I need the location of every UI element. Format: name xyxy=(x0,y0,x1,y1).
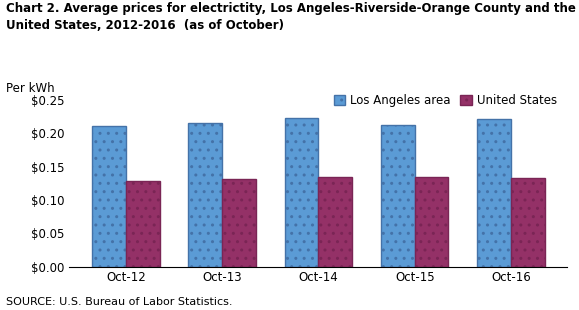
Text: United States, 2012-2016  (as of October): United States, 2012-2016 (as of October) xyxy=(6,19,284,32)
Bar xyxy=(126,181,160,267)
Bar xyxy=(285,118,318,267)
Text: SOURCE: U.S. Bureau of Labor Statistics.: SOURCE: U.S. Bureau of Labor Statistics. xyxy=(6,297,232,307)
Legend: Los Angeles area, United States: Los Angeles area, United States xyxy=(329,89,562,112)
Bar xyxy=(477,119,511,267)
Text: Chart 2. Average prices for electrictity, Los Angeles-Riverside-Orange County an: Chart 2. Average prices for electrictity… xyxy=(6,2,576,15)
Bar xyxy=(511,178,545,267)
Bar xyxy=(188,123,222,267)
Bar xyxy=(92,126,126,267)
Bar xyxy=(222,179,256,267)
Bar xyxy=(318,177,352,267)
Bar xyxy=(381,125,415,267)
Text: Per kWh: Per kWh xyxy=(6,82,54,95)
Bar xyxy=(415,177,449,267)
